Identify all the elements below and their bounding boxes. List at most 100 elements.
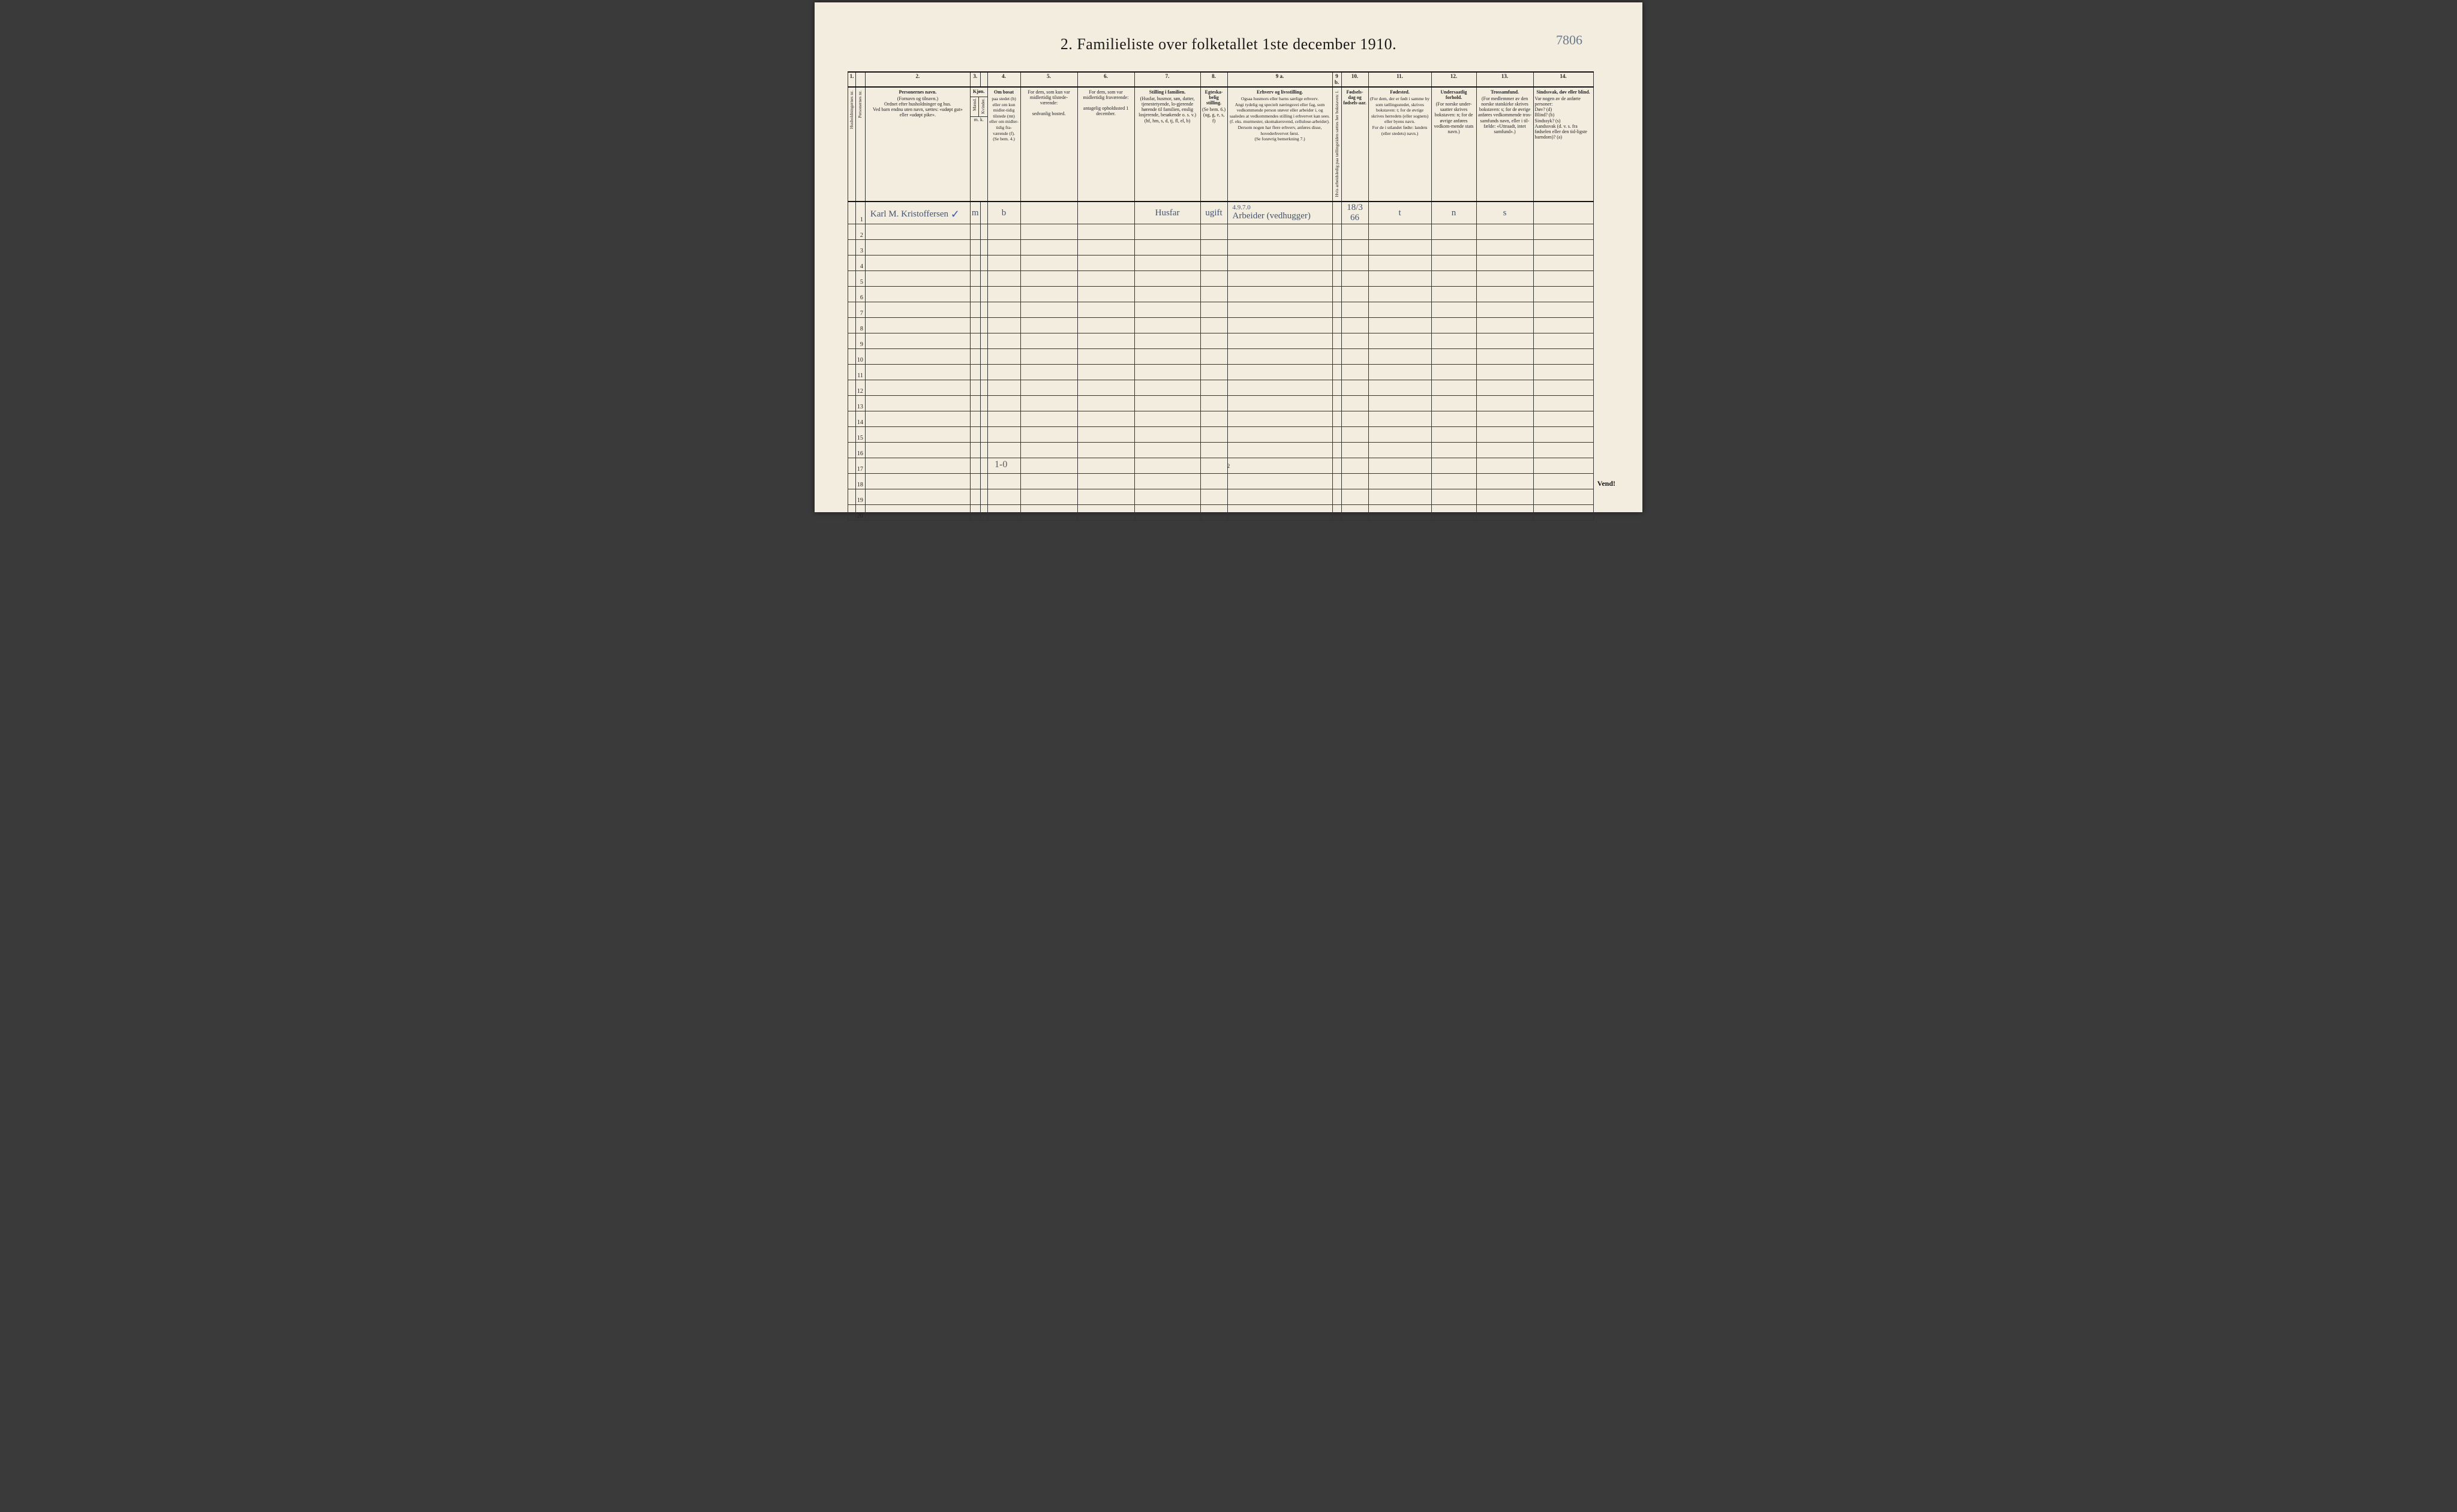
cell: [865, 458, 970, 474]
cell: [1134, 333, 1200, 349]
cell: [1476, 287, 1533, 302]
cell: [1227, 505, 1332, 521]
header-c7: Stilling i familien. (Husfar, husmor, sø…: [1134, 87, 1200, 202]
cell: [970, 427, 980, 443]
cell: [1134, 427, 1200, 443]
cell: 12: [855, 380, 865, 396]
cell: 15: [855, 427, 865, 443]
cell: [1533, 287, 1593, 302]
cell: [865, 505, 970, 521]
page-number: 2: [1227, 463, 1230, 469]
header-label: Egteska-belig stilling.: [1202, 89, 1226, 106]
cell: [1134, 458, 1200, 474]
header-label: Husholdningernes nr.: [849, 89, 854, 130]
cell: [1134, 474, 1200, 489]
cell: [1533, 396, 1593, 411]
cell: [1332, 349, 1341, 365]
cell: [1227, 411, 1332, 427]
cell: [1341, 380, 1368, 396]
table-row: 10: [848, 349, 1594, 365]
header-c9b: Hvis arbeidsledig paa tællingstiden sætt…: [1332, 87, 1341, 202]
cell: [1368, 287, 1431, 302]
cell: [1476, 443, 1533, 458]
cell: [1227, 489, 1332, 505]
cell: [865, 302, 970, 318]
cell: [848, 333, 856, 349]
cell: 5: [855, 271, 865, 287]
cell: [1134, 489, 1200, 505]
cell: [1368, 333, 1431, 349]
cell: [1200, 287, 1227, 302]
cell: [1341, 489, 1368, 505]
cell: [970, 443, 980, 458]
cell: [1134, 380, 1200, 396]
cell: Husfar: [1134, 202, 1200, 224]
cell: [1332, 365, 1341, 380]
cell: [987, 411, 1020, 427]
cell: 17: [855, 458, 865, 474]
cell: [1431, 380, 1476, 396]
table-row: 6: [848, 287, 1594, 302]
cell: [1341, 427, 1368, 443]
cell: [980, 443, 987, 458]
cell: [1227, 443, 1332, 458]
header-label: Trossamfund.: [1478, 89, 1532, 95]
cell: [1476, 224, 1533, 240]
cell: [1200, 396, 1227, 411]
cell: [1200, 349, 1227, 365]
cell: [980, 224, 987, 240]
cell: [1368, 349, 1431, 365]
cell: [987, 224, 1020, 240]
table-row: 18: [848, 474, 1594, 489]
cell: [1020, 255, 1077, 271]
header-sub: (For medlemmer av den norske statskirke …: [1478, 96, 1531, 134]
table-body: 1Karl M. Kristoffersen ✓mbHusfarugift4.9…: [848, 202, 1594, 521]
cell: [970, 318, 980, 333]
cell: [1431, 489, 1476, 505]
cell: [1332, 427, 1341, 443]
cell: s: [1476, 202, 1533, 224]
cell: [1533, 365, 1593, 380]
header-sub: (Husfar, husmor, søn, datter, tjenestety…: [1139, 96, 1196, 124]
cell: [1020, 287, 1077, 302]
cell: [1200, 427, 1227, 443]
cell: [1368, 411, 1431, 427]
cell: [970, 411, 980, 427]
cell: [1476, 333, 1533, 349]
cell: [1476, 349, 1533, 365]
cell: [980, 396, 987, 411]
colnum: 4.: [987, 72, 1020, 87]
cell: [1368, 505, 1431, 521]
cell: [1200, 365, 1227, 380]
cell: [1368, 224, 1431, 240]
cell: [1200, 224, 1227, 240]
cell: [1368, 443, 1431, 458]
cell: [1533, 443, 1593, 458]
cell: [1368, 255, 1431, 271]
table-row: 3: [848, 240, 1594, 255]
cell: [1077, 443, 1134, 458]
cell: 3: [855, 240, 865, 255]
cell: [987, 489, 1020, 505]
cell: [987, 271, 1020, 287]
cell: [865, 411, 970, 427]
cell: [970, 224, 980, 240]
cell: [1431, 396, 1476, 411]
cell: [1227, 302, 1332, 318]
cell: [1431, 255, 1476, 271]
cell: [1200, 489, 1227, 505]
table-row: 4: [848, 255, 1594, 271]
cell: [1533, 271, 1593, 287]
cell: [1533, 489, 1593, 505]
cell: 7: [855, 302, 865, 318]
cell: [970, 474, 980, 489]
cell: 8: [855, 318, 865, 333]
cell: [1227, 396, 1332, 411]
cell: [848, 318, 856, 333]
cell: [980, 411, 987, 427]
cell: [1077, 240, 1134, 255]
cell: [1368, 458, 1431, 474]
cell: [1341, 396, 1368, 411]
cell: [1533, 458, 1593, 474]
cell: [1134, 271, 1200, 287]
